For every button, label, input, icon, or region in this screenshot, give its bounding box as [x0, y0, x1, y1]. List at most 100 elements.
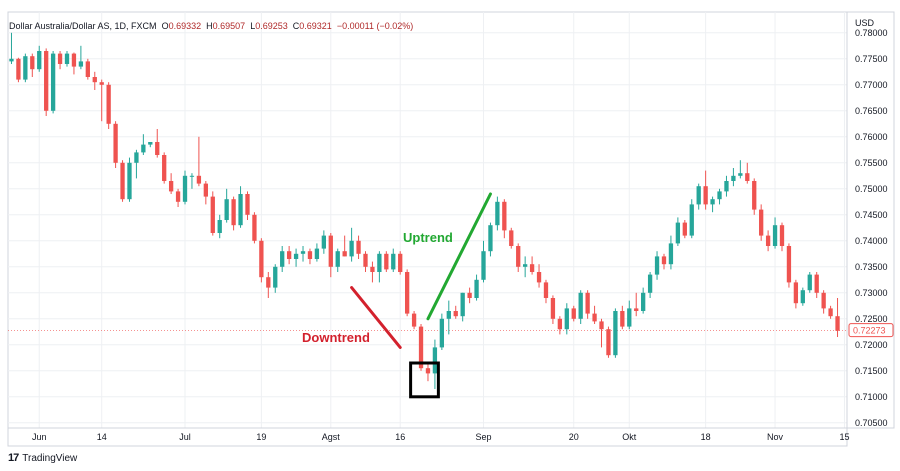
candle-body: [759, 209, 764, 236]
candle-body: [168, 181, 174, 192]
candle-body: [50, 53, 56, 111]
candle-body: [814, 274, 819, 293]
x-tick-label: 16: [395, 432, 405, 442]
x-tick-label: 19: [256, 432, 266, 442]
candle-body: [821, 292, 826, 309]
tradingview-brand: TradingView: [22, 452, 78, 464]
annotations: Uptrend Downtrend: [302, 192, 492, 399]
y-tick-label: 0.75500: [855, 158, 888, 168]
candle-body: [286, 251, 292, 259]
candle-body: [78, 61, 84, 67]
candle-body: [731, 175, 736, 181]
candle-body: [231, 199, 236, 226]
candle-body: [654, 256, 660, 275]
candle-body: [71, 53, 77, 67]
x-tick-label: Jul: [179, 432, 191, 442]
candle-body: [356, 240, 361, 254]
candle-body: [418, 326, 424, 369]
candle-body: [481, 251, 486, 280]
candle-body: [196, 175, 202, 184]
candle-body: [578, 292, 583, 319]
candle-body: [92, 77, 97, 83]
candle-body: [613, 311, 618, 356]
candle-body: [752, 181, 757, 210]
candle-body: [203, 183, 208, 197]
currency-label: USD: [855, 18, 875, 28]
candle-body: [189, 175, 195, 177]
x-tick-label: 15: [839, 432, 849, 442]
y-tick-label: 0.77500: [855, 54, 888, 64]
uptrend-label: Uptrend: [403, 230, 453, 245]
candle-body: [460, 292, 465, 317]
candle-body: [37, 51, 42, 70]
candle-body: [300, 251, 306, 254]
candle-body: [772, 225, 778, 246]
candle-body: [273, 266, 278, 288]
candle-body: [384, 253, 389, 270]
x-tick-label: 18: [701, 432, 711, 442]
y-tick-label: 0.76500: [855, 106, 888, 116]
candle-body: [162, 155, 167, 181]
candle-body: [724, 181, 729, 192]
open-label: O: [161, 21, 169, 31]
candle-body: [349, 240, 354, 257]
y-tick-label: 0.73500: [855, 262, 888, 272]
candle-body: [30, 56, 35, 70]
candle-body: [342, 251, 347, 257]
high-value: 0.69507: [212, 21, 246, 31]
candle-body: [16, 58, 21, 80]
candle-body: [675, 222, 681, 244]
candle-body: [495, 201, 500, 226]
candle-body: [765, 235, 771, 246]
candle-body: [585, 292, 590, 314]
candle-body: [411, 313, 417, 327]
x-tick-label: 14: [97, 432, 107, 442]
candle-body: [786, 246, 792, 283]
candle-body: [474, 279, 479, 298]
symbol-header: Dollar Australia/Dollar AS, 1D, FXCM O0.…: [9, 21, 413, 31]
candle-body: [793, 282, 799, 304]
candle-body: [682, 222, 687, 236]
x-tick-label: Agst: [322, 432, 341, 442]
candle-body: [467, 292, 472, 298]
candle-body: [557, 318, 563, 330]
candle-body: [543, 282, 549, 298]
candle-body: [307, 251, 313, 259]
candle-body: [550, 298, 556, 319]
candle-body: [592, 313, 597, 322]
candle-body: [606, 329, 611, 356]
candle-body: [155, 142, 160, 155]
candle-body: [425, 368, 431, 374]
candle-body: [564, 308, 569, 330]
y-tick-label: 0.70500: [855, 418, 888, 428]
y-tick-label: 0.71000: [855, 392, 888, 402]
candle-body: [127, 162, 132, 200]
close-value: 0.69321: [299, 21, 332, 31]
open-value: 0.69332: [168, 21, 202, 31]
candle-body: [710, 199, 715, 205]
reversal-highlight-box: [409, 361, 440, 399]
candle-body: [536, 272, 542, 283]
candle-body: [9, 58, 14, 62]
tradingview-footer[interactable]: 17 TradingView: [8, 452, 77, 464]
candle-body: [599, 321, 604, 330]
candle-body: [717, 191, 722, 200]
downtrend-label: Downtrend: [302, 330, 370, 345]
candle-body: [439, 318, 445, 348]
candle-body: [293, 253, 299, 259]
candle-body: [661, 256, 667, 265]
candle-body: [280, 251, 285, 267]
y-tick-label: 0.75000: [855, 184, 888, 194]
candle-body: [259, 240, 264, 278]
last-price-label: 0.72273: [853, 326, 886, 336]
time-axis[interactable]: Jun 14 Jul 19 Agst 16 Sep 20 Okt 18 Nov 15: [7, 427, 849, 447]
candle-body: [23, 56, 28, 80]
candle-body: [266, 277, 271, 288]
candle-body: [641, 292, 646, 311]
candle-body: [509, 230, 514, 246]
candle-body: [328, 235, 333, 267]
candle-body: [391, 253, 396, 270]
candle-body: [64, 53, 70, 64]
y-tick-label: 0.72000: [855, 340, 888, 350]
